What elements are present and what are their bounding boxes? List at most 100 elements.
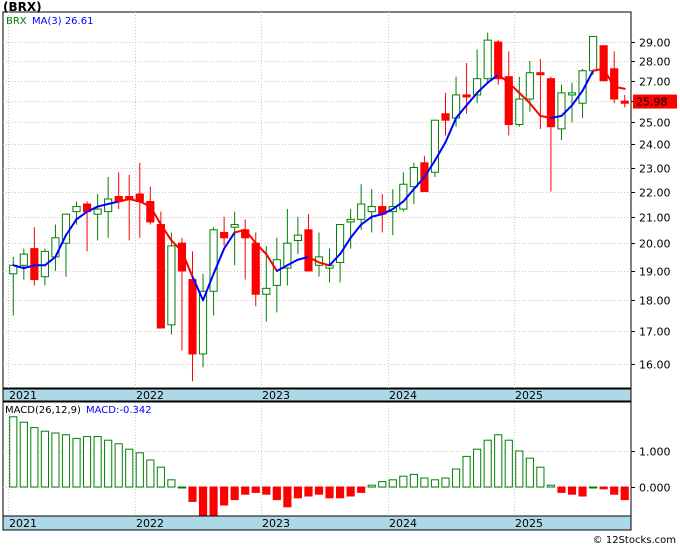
ma-segment bbox=[223, 231, 236, 250]
candle-body bbox=[198, 290, 208, 355]
time-axis-strip bbox=[2, 388, 632, 402]
macd-bar bbox=[473, 448, 482, 488]
macd-year-label: 2022 bbox=[136, 517, 164, 530]
candle-body bbox=[599, 45, 608, 82]
macd-bar bbox=[135, 452, 144, 488]
candle-body bbox=[462, 94, 471, 98]
macd-bar bbox=[494, 434, 503, 488]
candle-body bbox=[177, 242, 187, 272]
ma-segment bbox=[560, 104, 574, 117]
last-price-box bbox=[633, 94, 677, 109]
macd-bar bbox=[314, 486, 324, 495]
candle-body bbox=[557, 92, 566, 130]
year-label: 2024 bbox=[389, 389, 417, 402]
year-label: 2023 bbox=[262, 389, 290, 402]
price-tick-label: 16.00 bbox=[639, 359, 671, 372]
candle-body bbox=[336, 224, 345, 263]
macd-bar bbox=[325, 486, 334, 499]
ma-segment bbox=[233, 228, 247, 234]
candle-body bbox=[209, 229, 218, 292]
candle-body bbox=[567, 92, 577, 96]
ma-segment bbox=[128, 198, 141, 203]
candle-body bbox=[494, 41, 503, 80]
ma-segment bbox=[402, 188, 415, 203]
macd-bar bbox=[399, 475, 408, 488]
macd-bar bbox=[146, 459, 155, 488]
macd-bar bbox=[241, 486, 250, 495]
candle-body bbox=[367, 206, 376, 213]
candle-body bbox=[546, 78, 556, 128]
macd-bar bbox=[251, 486, 260, 493]
macd-bar bbox=[567, 486, 577, 495]
ma-segment bbox=[497, 73, 510, 84]
ma-segment bbox=[581, 69, 595, 92]
macd-bar bbox=[19, 421, 28, 488]
ma-segment bbox=[286, 258, 299, 267]
macd-bar bbox=[367, 484, 376, 488]
candle-body bbox=[262, 287, 271, 295]
ma-segment bbox=[433, 141, 447, 162]
macd-bar bbox=[156, 466, 165, 488]
ma-segment bbox=[571, 89, 584, 107]
price-tick-label: 20.00 bbox=[639, 238, 671, 251]
candle-body bbox=[357, 203, 366, 220]
macd-bar bbox=[557, 486, 566, 493]
chart-title: (BRX) bbox=[3, 0, 42, 14]
macd-bar bbox=[462, 455, 471, 488]
macd-bar bbox=[262, 486, 271, 495]
macd-bar bbox=[61, 434, 71, 488]
ma-segment bbox=[254, 242, 268, 256]
candle-body bbox=[230, 224, 239, 228]
macd-bar bbox=[272, 486, 281, 501]
ma-segment bbox=[265, 253, 278, 272]
ma-segment bbox=[202, 272, 215, 302]
candle-body bbox=[578, 70, 587, 104]
macd-bar bbox=[420, 477, 429, 488]
ma-segment bbox=[602, 67, 616, 88]
price-tick-label: 24.00 bbox=[639, 139, 671, 152]
candle-body bbox=[610, 68, 619, 100]
candle-body bbox=[536, 72, 545, 76]
ma-segment bbox=[149, 205, 162, 226]
price-tick-label: 18.00 bbox=[639, 295, 671, 308]
macd-bar bbox=[451, 468, 461, 488]
ma-segment bbox=[486, 73, 500, 84]
ma-segment bbox=[107, 200, 120, 206]
candle-body bbox=[525, 72, 534, 100]
ma-segment bbox=[528, 102, 542, 117]
legend-ticker: BRX bbox=[6, 16, 27, 27]
labels: 25.98 (BRX) BRX MA(3) 26.61 MACD(26,12,9) MAC… bbox=[3, 0, 677, 546]
macd-bar bbox=[72, 437, 81, 488]
candle-body bbox=[293, 234, 302, 241]
watermark: © 12Stocks.com bbox=[593, 535, 676, 546]
macd-bar bbox=[9, 416, 18, 488]
ma-segment bbox=[381, 208, 394, 216]
ma-segment bbox=[318, 261, 331, 267]
candle-body bbox=[167, 245, 176, 326]
macd-bar bbox=[430, 479, 440, 488]
macd-title: MACD(26,12,9) bbox=[5, 405, 81, 416]
macd-bar bbox=[357, 486, 366, 493]
year-label: 2021 bbox=[9, 389, 37, 402]
candle-body bbox=[409, 167, 418, 188]
candle-body bbox=[220, 231, 229, 239]
ma-segment bbox=[370, 213, 384, 218]
ma-segment bbox=[275, 264, 289, 272]
price-tick-label: 21.00 bbox=[639, 212, 671, 225]
macd-bar bbox=[610, 486, 619, 495]
candle-body bbox=[272, 259, 281, 286]
candle-body bbox=[441, 113, 450, 121]
macd-bar bbox=[93, 436, 102, 488]
last-price-label: 25.98 bbox=[636, 96, 668, 109]
candle-body bbox=[93, 208, 102, 215]
ma-segment bbox=[159, 223, 173, 242]
legend-ma: MA(3) 26.61 bbox=[32, 16, 93, 27]
macd-bar bbox=[599, 486, 608, 490]
macd-bar bbox=[409, 473, 418, 488]
ma-segment bbox=[613, 85, 626, 90]
macd-bars bbox=[9, 416, 629, 517]
macd-bar bbox=[388, 479, 397, 488]
macd-bar bbox=[293, 486, 302, 499]
candle-body bbox=[515, 98, 524, 126]
macd-bar bbox=[346, 486, 355, 497]
